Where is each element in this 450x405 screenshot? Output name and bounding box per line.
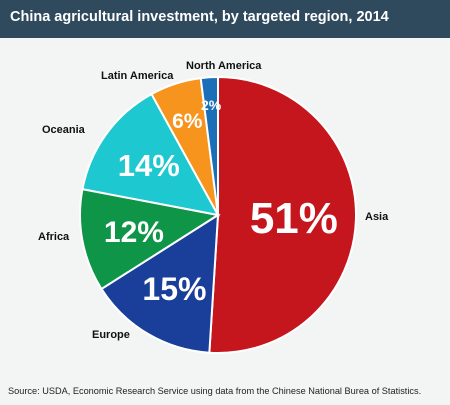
pie-slice-asia — [208, 75, 357, 354]
title-bar: China agricultural investment, by target… — [0, 0, 450, 38]
slice-value-label: 6% — [172, 110, 203, 133]
pie-slice-oceania — [81, 92, 220, 217]
slice-category-label: Oceania — [42, 124, 86, 136]
slice-value-label: 15% — [142, 271, 206, 307]
slice-value-label: 14% — [118, 148, 180, 183]
slice-value-label: 12% — [104, 216, 164, 249]
slice-value-label: 51% — [250, 194, 338, 243]
pie-slice-north-america — [199, 75, 219, 216]
slice-category-label: Asia — [365, 211, 389, 223]
slice-category-label: Africa — [38, 231, 70, 243]
pie-labels: 51% Asia 15% Europe 12% Africa 14% Oceania 6% Lat… — [38, 60, 389, 341]
slice-category-label: Latin America — [101, 70, 174, 82]
pie-slices — [79, 75, 357, 354]
pie-slice-africa — [79, 187, 221, 291]
slice-value-label: 2% — [201, 97, 222, 113]
slice-category-label: North America — [186, 60, 262, 72]
pie-slice-europe — [100, 213, 220, 354]
source-note: Source: USDA, Economic Research Service … — [8, 386, 422, 396]
chart-title: China agricultural investment, by target… — [10, 9, 389, 25]
slice-category-label: Europe — [92, 329, 130, 341]
